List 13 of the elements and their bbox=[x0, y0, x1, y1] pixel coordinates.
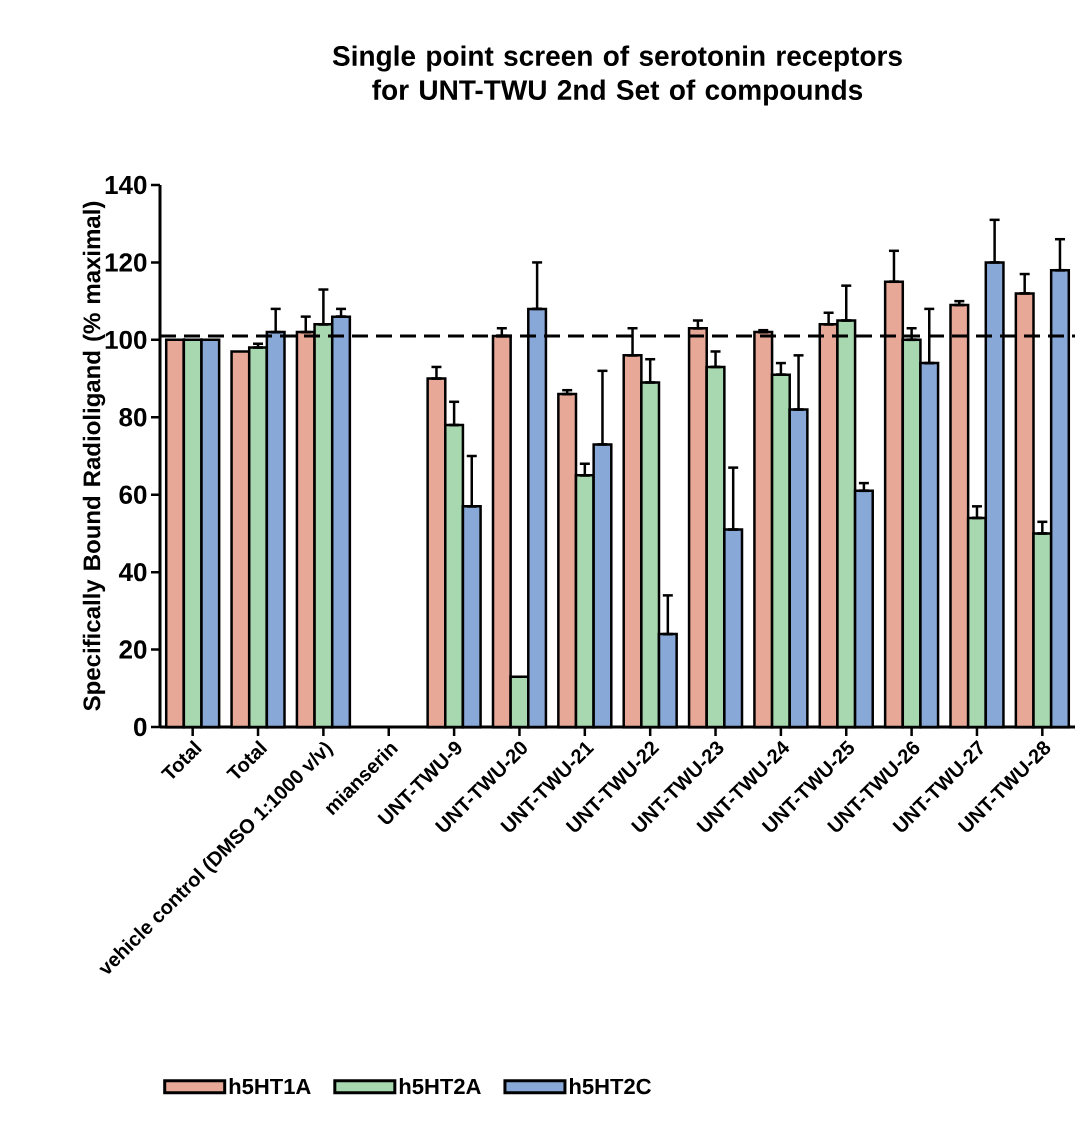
y-tick-label: 0 bbox=[134, 717, 147, 737]
y-tick-label: 60 bbox=[119, 485, 147, 504]
y-tick-label: 140 bbox=[105, 175, 147, 195]
y-axis-title: Specifically Bound Radioligand (% maximal) bbox=[82, 201, 106, 711]
legend-label: h5HT2A bbox=[399, 1078, 481, 1095]
chart-title: Single point screen of serotonin receptors for UNT-TWU 2nd Set of compounds bbox=[332, 45, 902, 106]
y-tick-label: 80 bbox=[119, 408, 147, 427]
y-tick-label: 100 bbox=[105, 330, 147, 350]
y-tick-label: 40 bbox=[118, 562, 147, 582]
legend-label: h5HT2C bbox=[569, 1078, 651, 1095]
y-tick-label: 120 bbox=[105, 253, 147, 272]
legend-label: h5HT1A bbox=[229, 1078, 311, 1095]
y-tick-label: 20 bbox=[119, 640, 147, 659]
